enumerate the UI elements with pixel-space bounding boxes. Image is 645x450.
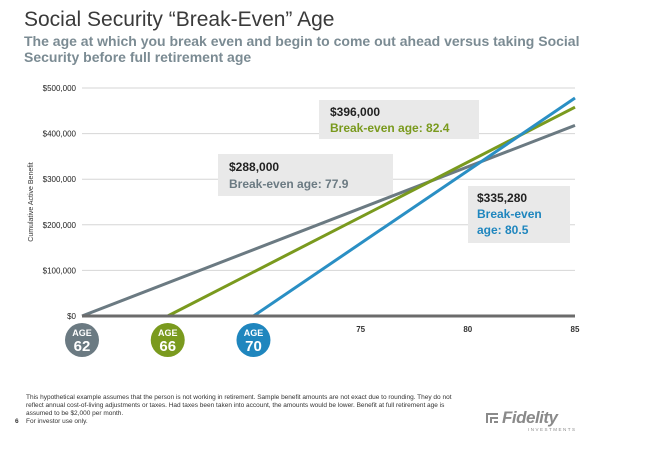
annotation-box-80-5 xyxy=(468,186,570,243)
annotation-text-82-4: Break-even age: 82.4 xyxy=(330,121,450,135)
x-tick-label-0: 75 xyxy=(356,325,365,334)
age-marker-value-62: 62 xyxy=(74,338,91,355)
disclaimer-note: This hypothetical example assumes that t… xyxy=(26,394,452,417)
y-axis-label: Cumulative Active Benefit xyxy=(28,162,35,241)
page-title: Social Security “Break-Even” Age xyxy=(24,8,335,31)
y-tick-label-4: $400,000 xyxy=(43,130,77,139)
y-tick-label-1: $100,000 xyxy=(43,266,77,275)
series-line-age-70 xyxy=(252,96,576,318)
series-line-age-66 xyxy=(167,105,576,318)
fidelity-logo: Fidelity INVESTMENTS xyxy=(484,408,584,434)
age-marker-label-62: AGE xyxy=(72,328,92,338)
fidelity-logo-subtext: INVESTMENTS xyxy=(528,427,577,432)
annotation-text-77-9: Break-even age: 77.9 xyxy=(229,177,349,191)
age-marker-62 xyxy=(65,323,99,357)
page-subtitle: The age at which you break even and begi… xyxy=(24,33,580,65)
age-marker-70 xyxy=(236,323,271,357)
fidelity-mark-icon xyxy=(486,413,498,423)
annotation-text-80-5-line1: Break-even xyxy=(477,207,542,221)
y-tick-label-0: $0 xyxy=(67,312,76,321)
age-marker-value-66: 66 xyxy=(159,338,176,355)
annotation-text-80-5-line2: age: 80.5 xyxy=(477,223,529,237)
age-marker-66 xyxy=(150,323,185,357)
break-even-chart: $0 $100,000 $200,000 $300,000 $400,000 $500,0… xyxy=(28,84,580,357)
age-marker-label-66: AGE xyxy=(158,328,178,338)
page-number: 6 xyxy=(15,418,19,425)
annotation-amount-80-5: $335,280 xyxy=(477,191,527,205)
annotation-box-77-9 xyxy=(218,154,393,196)
annotation-box-82-4 xyxy=(319,100,479,139)
investor-note: For investor use only. xyxy=(26,418,88,425)
y-tick-label-5: $500,000 xyxy=(43,84,77,93)
y-tick-label-3: $300,000 xyxy=(43,175,77,184)
x-tick-label-2: 85 xyxy=(571,325,580,334)
age-marker-label-70: AGE xyxy=(244,328,264,338)
y-tick-label-2: $200,000 xyxy=(43,221,77,230)
annotation-amount-77-9: $288,000 xyxy=(229,160,279,174)
annotation-amount-82-4: $396,000 xyxy=(330,105,380,119)
age-marker-value-70: 70 xyxy=(245,338,262,355)
x-tick-label-1: 80 xyxy=(463,325,472,334)
fidelity-logo-text: Fidelity xyxy=(502,408,558,427)
series-line-age-62 xyxy=(81,123,576,318)
